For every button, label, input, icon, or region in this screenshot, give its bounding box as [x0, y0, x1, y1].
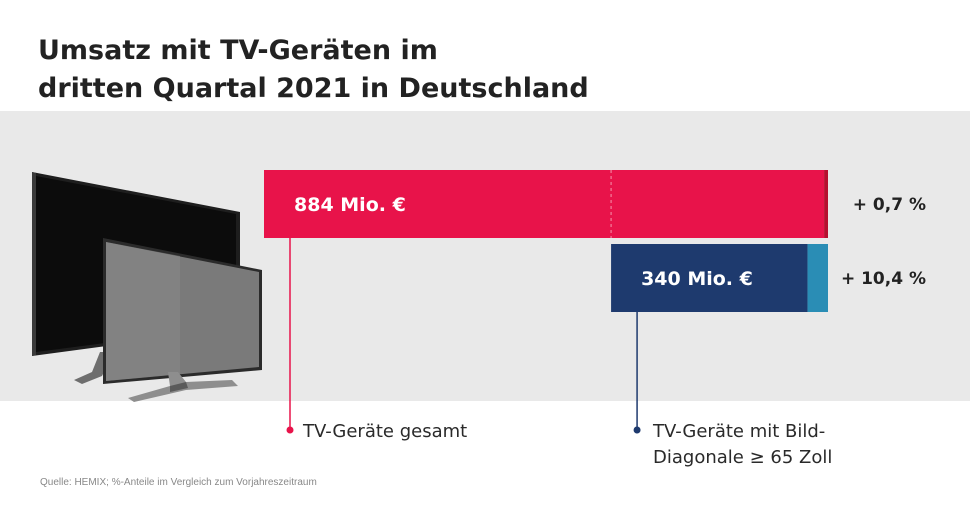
chart-title-line-2: dritten Quartal 2021 in Deutschland	[38, 73, 589, 104]
bar-total-change-segment	[824, 170, 828, 238]
legend-dot-total	[286, 426, 294, 434]
legend-item-large-label-line-2: Diagonale ≥ 65 Zoll	[653, 447, 833, 468]
chart-title: Umsatz mit TV-Geräten im dritten Quartal…	[38, 32, 589, 108]
bar-large-screen-change-segment	[807, 244, 828, 312]
legend-item-total-label: TV-Geräte gesamt	[303, 421, 468, 442]
bar-large-value-label: 340 Mio. €	[641, 268, 753, 290]
bar-total-change-label: + 0,7 %	[853, 195, 926, 215]
bar-total-value-label: 884 Mio. €	[294, 194, 406, 216]
legend-dot-large	[633, 426, 641, 434]
legend-item-total: TV-Geräte gesamt	[303, 419, 467, 445]
bars-group: 884 Mio. € 340 Mio. € + 0,7 % + 10,4 %	[264, 170, 926, 312]
source-note: Quelle: HEMIX; %-Anteile im Vergleich zu…	[40, 477, 317, 488]
legend-leaders	[286, 238, 641, 434]
chart-title-line-1: Umsatz mit TV-Geräten im	[38, 35, 438, 66]
tv-icon-small	[103, 238, 262, 402]
legend-item-large: TV-Geräte mit Bild- Diagonale ≥ 65 Zoll	[653, 419, 832, 471]
legend-item-large-label-line-1: TV-Geräte mit Bild-	[653, 421, 826, 442]
bar-large-screen	[611, 244, 808, 312]
bar-large-change-label: + 10,4 %	[841, 269, 926, 289]
bar-total	[264, 170, 825, 238]
